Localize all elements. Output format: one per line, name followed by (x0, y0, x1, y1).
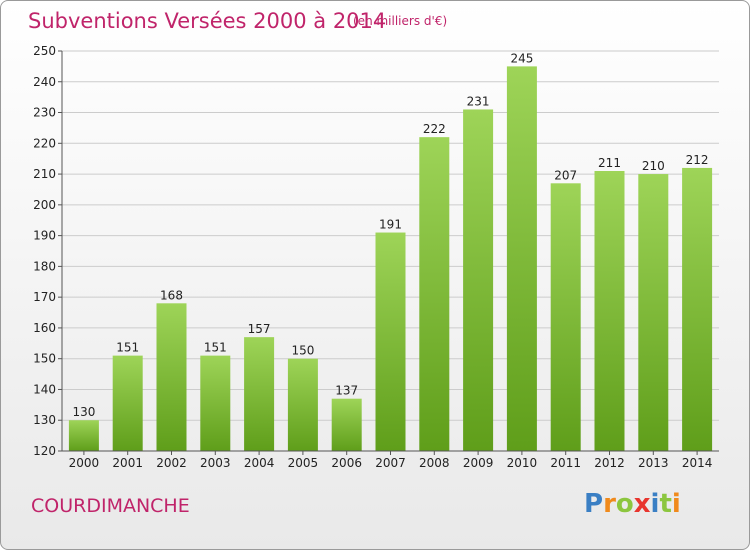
bar (682, 167, 713, 451)
x-tick-label: 2005 (288, 456, 319, 470)
bar (375, 232, 406, 451)
bar (463, 109, 494, 451)
logo-letter: o (615, 489, 634, 519)
y-tick-label: 220 (33, 136, 56, 150)
axes (58, 50, 719, 455)
x-tick-label: 2003 (200, 456, 231, 470)
bar (156, 303, 187, 451)
bar (594, 171, 625, 451)
x-tick-label: 2013 (638, 456, 669, 470)
chart-subtitle: (en milliers d'€) (353, 14, 448, 28)
bar-value-label: 245 (510, 51, 533, 65)
bar-value-label: 157 (248, 322, 271, 336)
x-tick-label: 2000 (69, 456, 100, 470)
bar-value-label: 222 (423, 122, 446, 136)
x-tick-label: 2014 (682, 456, 713, 470)
y-tick-label: 120 (33, 444, 56, 458)
bar (200, 355, 231, 451)
x-tick-label: 2004 (244, 456, 275, 470)
y-tick-label: 200 (33, 198, 56, 212)
bar-value-label: 212 (686, 153, 709, 167)
x-tick-label: 2010 (507, 456, 538, 470)
bar (550, 183, 581, 452)
logo-letter: r (603, 489, 616, 519)
x-tick-label: 2002 (156, 456, 187, 470)
logo-letter: P (584, 489, 604, 519)
y-tick-label: 180 (33, 259, 56, 273)
bar (287, 358, 318, 451)
bar-value-label: 151 (204, 341, 227, 355)
commune-name: COURDIMANCHE (31, 495, 190, 517)
logo-letter: i (650, 489, 660, 519)
bar-value-label: 151 (116, 341, 139, 355)
bar (331, 398, 362, 451)
bar (638, 174, 669, 452)
bar (112, 355, 143, 451)
y-tick-label: 250 (33, 44, 56, 58)
logo-letter: x (633, 489, 651, 519)
x-tick-label: 2012 (594, 456, 625, 470)
bar-value-label: 207 (554, 168, 577, 182)
proxiti-logo: Proxiti (584, 489, 681, 519)
bar-value-label: 210 (642, 159, 665, 173)
bar-value-label: 130 (72, 405, 95, 419)
y-tick-label: 140 (33, 382, 56, 396)
y-tick-label: 230 (33, 106, 56, 120)
y-tick-label: 150 (33, 352, 56, 366)
bar (244, 337, 275, 451)
bar-value-label: 168 (160, 288, 183, 302)
y-tick-label: 240 (33, 75, 56, 89)
x-tick-label: 2009 (463, 456, 494, 470)
bar (419, 137, 450, 451)
x-tick-label: 2006 (331, 456, 362, 470)
bar-value-label: 150 (291, 344, 314, 358)
bars (68, 66, 713, 452)
y-tick-label: 130 (33, 413, 56, 427)
bar-value-label: 191 (379, 218, 402, 232)
x-tick-label: 2011 (550, 456, 581, 470)
y-tick-label: 170 (33, 290, 56, 304)
y-tick-label: 210 (33, 167, 56, 181)
bar-value-label: 211 (598, 156, 621, 170)
logo-letter: t (659, 489, 672, 519)
bar (68, 420, 99, 451)
bar-value-label: 137 (335, 384, 358, 398)
x-tick-label: 2008 (419, 456, 450, 470)
y-tick-label: 160 (33, 321, 56, 335)
logo-letter: i (671, 489, 681, 519)
labels: 120 130 140 150 160 170 180 190 200 210 220 230 240 2… (33, 44, 712, 470)
bar-value-label: 231 (467, 94, 490, 108)
chart-title: Subventions Versées 2000 à 2014 (28, 9, 387, 33)
y-tick-label: 190 (33, 229, 56, 243)
x-tick-label: 2001 (112, 456, 143, 470)
bar (506, 66, 537, 451)
x-tick-label: 2007 (375, 456, 406, 470)
